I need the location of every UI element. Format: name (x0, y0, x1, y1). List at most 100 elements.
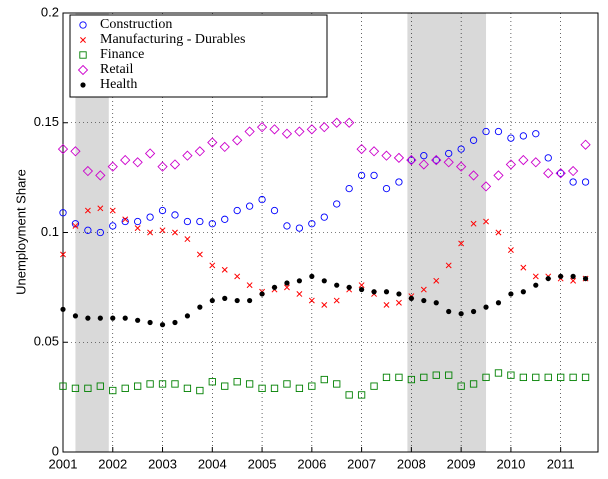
data-point (518, 154, 529, 166)
data-point (433, 300, 439, 306)
data-point (482, 373, 490, 382)
data-point (296, 291, 303, 297)
y-axis-label: Unemployment Share (13, 169, 28, 295)
data-point (520, 289, 526, 295)
data-point (359, 286, 365, 293)
x-tick-label: 2001 (49, 456, 78, 471)
data-point (406, 154, 417, 166)
data-point (507, 134, 515, 142)
data-point (456, 161, 467, 172)
x-tick-label: 2006 (297, 456, 326, 471)
data-point (421, 297, 427, 304)
data-point (494, 127, 503, 136)
data-point (469, 380, 478, 388)
data-point (294, 126, 305, 137)
data-point (445, 149, 453, 158)
data-point (407, 156, 416, 164)
data-point (295, 384, 304, 392)
data-point (184, 313, 191, 319)
data-point (233, 206, 241, 215)
data-point (309, 273, 315, 279)
data-point (470, 308, 477, 315)
legend-marker (79, 21, 87, 29)
y-tick-label: 0.15 (34, 114, 59, 129)
data-point (519, 132, 527, 140)
data-point (110, 315, 116, 321)
data-point (333, 297, 340, 304)
data-point (582, 275, 589, 282)
data-point (184, 236, 191, 243)
data-point (555, 168, 566, 179)
data-point (82, 165, 94, 177)
data-point (158, 206, 167, 215)
data-point (233, 378, 241, 386)
data-point (97, 205, 104, 212)
data-point (219, 141, 230, 153)
data-point (134, 382, 142, 390)
data-point (321, 278, 327, 284)
data-point (570, 277, 577, 284)
data-point (283, 222, 291, 230)
data-point (382, 373, 391, 382)
data-point (495, 229, 502, 236)
data-point (383, 301, 390, 308)
data-point (519, 373, 527, 382)
data-point (533, 282, 539, 288)
data-point (85, 315, 91, 321)
data-point (371, 289, 377, 295)
data-point (569, 178, 577, 186)
data-point (258, 195, 266, 204)
data-point (469, 136, 478, 144)
data-point (357, 391, 366, 399)
legend-marker (79, 51, 87, 59)
data-point (308, 220, 316, 228)
data-point (196, 386, 204, 395)
x-tick-label: 2011 (547, 456, 575, 471)
data-point (483, 304, 489, 310)
data-point (172, 229, 178, 236)
legend-box (69, 14, 328, 98)
data-point (132, 157, 143, 168)
data-point (232, 135, 243, 146)
data-point (144, 148, 156, 159)
x-tick-label: 2002 (98, 456, 127, 471)
data-point (197, 304, 203, 310)
y-tick-label: 0.1 (41, 224, 59, 239)
data-point (320, 375, 328, 384)
data-point (446, 308, 452, 315)
legend-label: Retail (100, 62, 134, 77)
data-point (234, 273, 241, 280)
data-point (107, 161, 118, 172)
y-tick-label: 0.2 (41, 4, 59, 19)
data-point (407, 375, 416, 384)
data-point (570, 273, 576, 279)
data-point (134, 225, 141, 232)
data-point (296, 278, 302, 284)
data-point (59, 209, 67, 217)
data-point (480, 181, 492, 192)
data-point (270, 384, 279, 392)
data-point (445, 262, 452, 269)
data-point (109, 207, 116, 214)
data-point (245, 380, 254, 388)
data-point (408, 295, 414, 301)
data-point (545, 275, 551, 282)
data-point (383, 289, 390, 295)
data-point (558, 273, 564, 279)
data-point (505, 159, 517, 170)
legend-label: Manufacturing - Durables (100, 32, 245, 47)
data-point (494, 369, 503, 377)
data-point (346, 284, 352, 290)
data-point (196, 251, 203, 258)
data-point (580, 139, 591, 150)
data-point (96, 228, 104, 237)
data-point (259, 291, 265, 297)
data-point (95, 170, 106, 181)
data-point (234, 297, 240, 304)
data-point (483, 218, 489, 225)
data-point (72, 222, 79, 229)
x-tick-label: 2003 (148, 456, 177, 471)
data-point (396, 291, 402, 297)
data-point (182, 150, 193, 161)
